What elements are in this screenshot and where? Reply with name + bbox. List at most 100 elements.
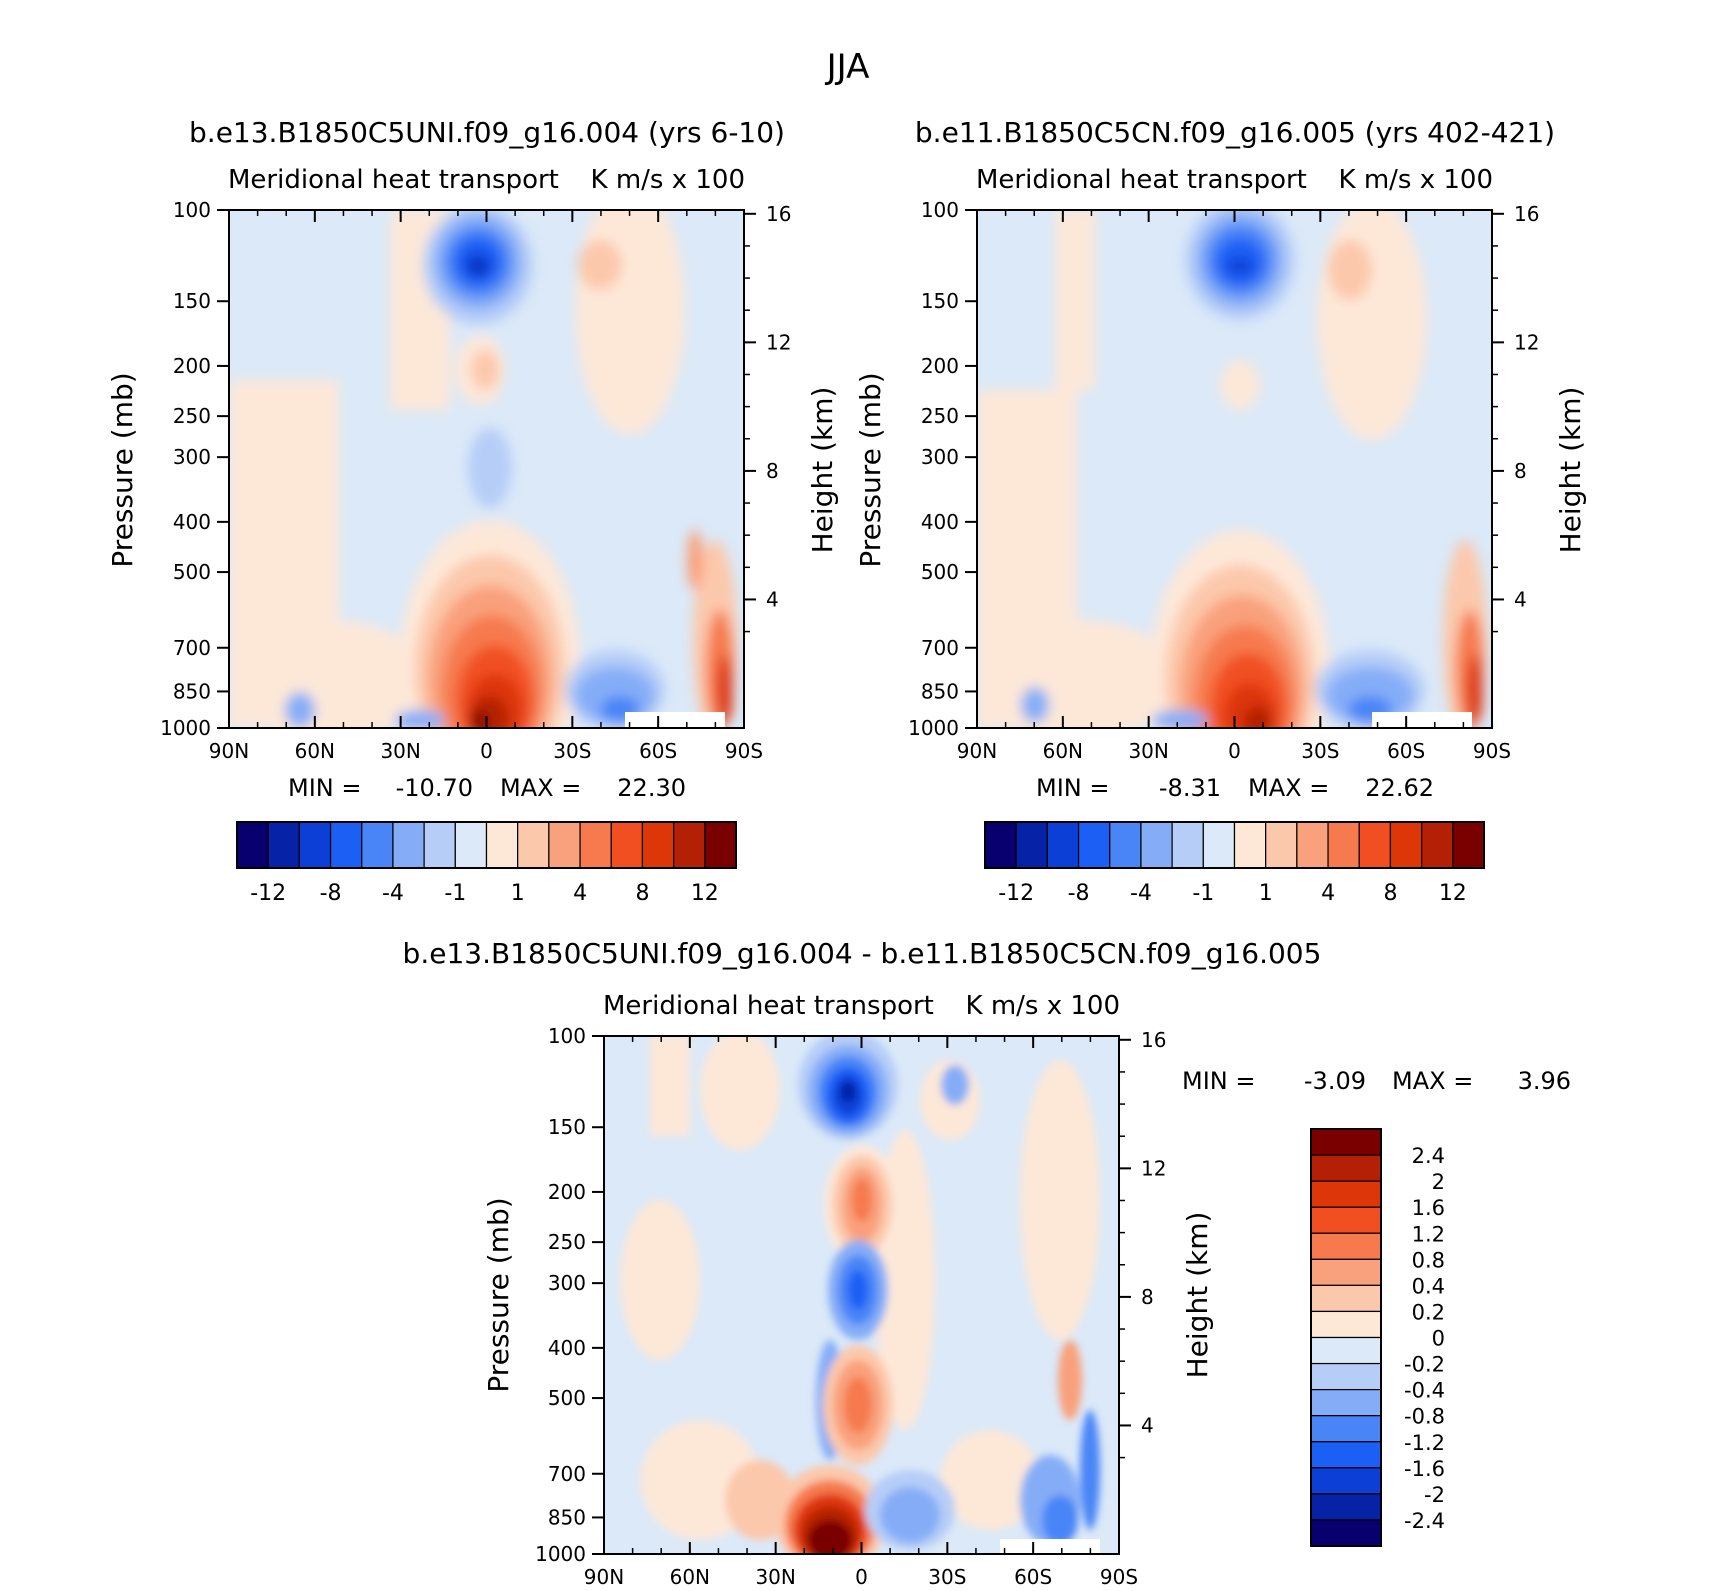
panel-1-ytick-right-label: 8 <box>766 459 779 483</box>
panel-1-min-label: MIN = <box>288 774 361 802</box>
panel-2-colorbar-label: 12 <box>1439 881 1467 906</box>
panel-3-ytick-label: 300 <box>548 1271 586 1295</box>
panel-2-colorbar-swatch <box>1327 821 1360 869</box>
panel-2-subtitle-right: K m/s x 100 <box>1339 165 1494 195</box>
panel-1-colorbar-swatch <box>236 821 269 869</box>
panel-2-colorbar-swatch <box>1358 821 1392 869</box>
panel-1-xtick-label: 90N <box>209 739 249 763</box>
panel-3-ytick-label: 150 <box>548 1115 586 1139</box>
panel-1-ytick-right-label: 16 <box>766 202 791 226</box>
panel-1-ytick-label: 500 <box>173 560 211 584</box>
panel-3-colorbar-swatch <box>1310 1467 1382 1495</box>
panel-2-ytick-label: 200 <box>921 354 959 378</box>
panel-1-colorbar-label: 4 <box>573 881 587 906</box>
panel-2-colorbar-swatch <box>1077 821 1111 869</box>
panel-1-min-value: -10.70 <box>396 774 473 802</box>
panel-3-subtitle-right: K m/s x 100 <box>966 991 1121 1021</box>
panel-1-ytick-label: 250 <box>173 404 211 428</box>
panel-1-max-label: MAX = <box>500 774 581 802</box>
panel-1-ylabel: Pressure (mb) <box>106 372 139 567</box>
panel-3-ytick-label: 400 <box>548 1336 586 1360</box>
panel-3-ytick-label: 1000 <box>535 1542 586 1566</box>
panel-2-colorbar-swatch <box>1452 821 1485 869</box>
panel-3-xtick-label: 60S <box>1014 1565 1052 1589</box>
panel-3-colorbar-swatch <box>1310 1519 1382 1547</box>
panel-1-colorbar-swatch <box>454 821 488 869</box>
panel-2-colorbar: -12 -8 -4 -1 1 4 8 12 <box>984 821 1485 906</box>
panel-3-colorbar-label: 1.6 <box>1412 1196 1445 1220</box>
panel-1: b.e13.B1850C5UNI.f09_g16.004 (yrs 6-10) … <box>106 116 839 906</box>
panel-3-colorbar-label: 2 <box>1432 1170 1445 1194</box>
panel-1-ylabel-right: Height (km) <box>806 387 839 554</box>
panel-1-colorbar-swatch <box>673 821 706 869</box>
panel-2-min-value: -8.31 <box>1159 774 1221 802</box>
panel-3-xtick-label: 30S <box>928 1565 966 1589</box>
panel-3-xtick-label: 0 <box>855 1565 868 1589</box>
panel-1-subtitle-left: Meridional heat transport <box>228 165 559 195</box>
panel-2-ytick-right-label: 4 <box>1514 587 1527 611</box>
panel-1-colorbar-label: -4 <box>382 881 404 906</box>
panel-1-ytick-label: 100 <box>173 198 211 222</box>
panel-3-colorbar-swatch <box>1310 1154 1382 1182</box>
panel-3-colorbar-swatch <box>1310 1415 1382 1443</box>
panel-2-colorbar-swatch <box>1171 821 1204 869</box>
panel-2-contour-field <box>977 210 1492 728</box>
panel-2-ytick-label: 400 <box>921 510 959 534</box>
panel-1-ytick-label: 700 <box>173 636 211 660</box>
panel-3-colorbar-swatch <box>1310 1389 1382 1417</box>
panel-3-title: b.e13.B1850C5UNI.f09_g16.004 - b.e11.B18… <box>403 937 1322 970</box>
panel-2-max-value: 22.62 <box>1365 774 1434 802</box>
panel-3-colorbar-swatch <box>1310 1493 1382 1521</box>
panel-3-ytick-label: 850 <box>548 1505 586 1529</box>
panel-1-colorbar-swatch <box>361 821 394 869</box>
panel-1-colorbar-swatch <box>704 821 737 869</box>
panel-2-ytick-label: 1000 <box>908 716 959 740</box>
panel-3-ylabel-right: Height (km) <box>1181 1212 1214 1379</box>
panel-1-colorbar-swatch <box>423 821 456 869</box>
panel-2-colorbar-swatch <box>1296 821 1329 869</box>
panel-1-ytick-label: 850 <box>173 679 211 703</box>
panel-3-xtick-label: 90N <box>584 1565 624 1589</box>
panel-2-ytick-label: 150 <box>921 289 959 313</box>
panel-3-colorbar-frame <box>1310 1128 1382 1547</box>
panel-1-colorbar-swatch <box>579 821 612 869</box>
panel-1-colorbar-label: -8 <box>320 881 342 906</box>
panel-1-colorbar-swatch <box>329 821 363 869</box>
panel-3-colorbar-swatch <box>1310 1232 1382 1260</box>
panel-1-colorbar-label: -1 <box>444 881 466 906</box>
panel-3-colorbar-label: 0.2 <box>1412 1300 1445 1324</box>
panel-1-contour-field <box>229 210 744 728</box>
panel-3-ytick-label: 500 <box>548 1386 586 1410</box>
panel-1-xtick-label: 60S <box>639 739 677 763</box>
panel-3-ytick-right-label: 8 <box>1141 1285 1154 1309</box>
panel-3-colorbar-swatch <box>1310 1180 1382 1208</box>
panel-3-ytick-right-label: 12 <box>1141 1156 1166 1180</box>
panel-1-colorbar-swatch <box>517 821 550 869</box>
panel-3-colorbar-label: -1.2 <box>1404 1431 1445 1455</box>
panel-3-colorbar-swatch <box>1310 1310 1382 1339</box>
panel-2-colorbar-swatch <box>1202 821 1236 869</box>
panel-3-colorbar-swatch <box>1310 1258 1382 1286</box>
panel-3-colorbar-swatch <box>1310 1128 1382 1156</box>
panel-2-colorbar-label: 4 <box>1321 881 1335 906</box>
panel-1-ytick-label: 300 <box>173 445 211 469</box>
panel-3-xtick-label: 90S <box>1100 1565 1138 1589</box>
panel-1-ytick-label: 150 <box>173 289 211 313</box>
panel-1-colorbar-swatch <box>548 821 581 869</box>
panel-2: b.e11.B1850C5CN.f09_g16.005 (yrs 402-421… <box>854 116 1587 906</box>
panel-2-ytick-label: 250 <box>921 404 959 428</box>
panel-3-ytick-label: 250 <box>548 1230 586 1254</box>
panel-2-colorbar-swatch <box>1109 821 1142 869</box>
panel-3-ytick-label: 700 <box>548 1462 586 1486</box>
panel-1-colorbar-swatch <box>610 821 644 869</box>
panel-1-colorbar-swatch <box>485 821 519 869</box>
panel-2-xtick-label: 60S <box>1387 739 1425 763</box>
panel-2-ylabel-right: Height (km) <box>1554 387 1587 554</box>
panel-2-ytick-label: 700 <box>921 636 959 660</box>
panel-2-max-label: MAX = <box>1248 774 1329 802</box>
panel-1-colorbar-swatch <box>392 821 425 869</box>
panel-3-colorbar-swatch <box>1310 1336 1382 1365</box>
panel-2-ytick-label: 850 <box>921 679 959 703</box>
panel-2-colorbar-swatch <box>1421 821 1454 869</box>
panel-2-xtick-label: 0 <box>1228 739 1241 763</box>
